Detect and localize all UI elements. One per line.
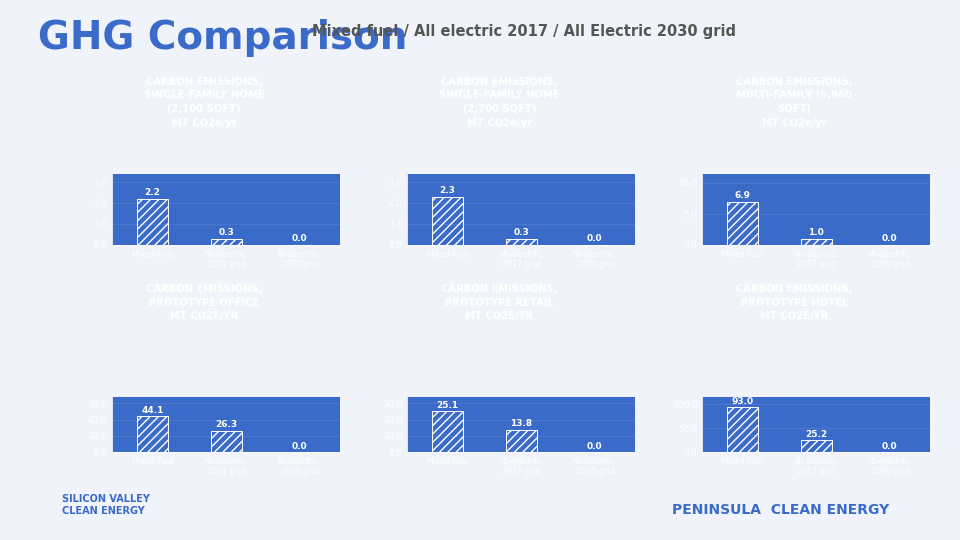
Text: CARBON EMISSIONS,
MULTI-FAMILY (6,960
SQFT)
MT CO2e/yr: CARBON EMISSIONS, MULTI-FAMILY (6,960 SQ… [736, 77, 852, 127]
Bar [801, 239, 831, 245]
Bar [727, 202, 758, 245]
Text: 2.3: 2.3 [440, 186, 455, 195]
Text: CARBON EMISSIONS,
PROTOTYPE OFFICE
MT CO2E/YR: CARBON EMISSIONS, PROTOTYPE OFFICE MT CO… [146, 284, 262, 321]
Text: 0.0: 0.0 [587, 442, 603, 451]
Text: 0.0: 0.0 [882, 234, 898, 243]
Text: 0.3: 0.3 [514, 228, 529, 237]
Bar [210, 239, 242, 245]
Text: 0.0: 0.0 [292, 442, 307, 451]
Text: GHG Comparison: GHG Comparison [38, 19, 408, 57]
Bar [210, 431, 242, 452]
Bar [432, 197, 463, 245]
Text: 0.0: 0.0 [292, 234, 307, 243]
Text: 6.9: 6.9 [734, 191, 751, 200]
Bar [432, 411, 463, 452]
Bar [801, 440, 831, 452]
Text: 25.2: 25.2 [805, 430, 828, 438]
Bar [137, 199, 168, 245]
Text: CARBON EMISSIONS,
SINGLE-FAMILY HOME
(2,100 SQFT)
MT CO2e/yr: CARBON EMISSIONS, SINGLE-FAMILY HOME (2,… [144, 77, 264, 127]
Text: SILICON VALLEY
CLEAN ENERGY: SILICON VALLEY CLEAN ENERGY [62, 494, 151, 516]
Bar [727, 408, 758, 452]
Text: CARBON EMISSIONS,
PROTOTYPE RETAIL
MT CO2E/YR: CARBON EMISSIONS, PROTOTYPE RETAIL MT CO… [441, 284, 558, 321]
Text: 26.3: 26.3 [215, 421, 237, 429]
Text: 0.0: 0.0 [587, 234, 603, 243]
Text: CARBON EMISSIONS,
PROTOTYPE HOTEL
MT CO2E/YR: CARBON EMISSIONS, PROTOTYPE HOTEL MT CO2… [736, 284, 852, 321]
Text: 1.0: 1.0 [808, 228, 824, 237]
Bar [506, 430, 537, 452]
Bar [506, 239, 537, 245]
Text: PENINSULA  CLEAN ENERGY: PENINSULA CLEAN ENERGY [672, 503, 889, 517]
Text: 0.3: 0.3 [218, 228, 234, 237]
Text: 13.8: 13.8 [510, 420, 532, 428]
Text: 25.1: 25.1 [437, 401, 459, 410]
Bar [137, 416, 168, 452]
Text: 0.0: 0.0 [882, 442, 898, 451]
Text: 2.2: 2.2 [145, 188, 160, 197]
Text: Mixed fuel / All electric 2017 / All Electric 2030 grid: Mixed fuel / All electric 2017 / All Ele… [312, 24, 736, 39]
Text: 44.1: 44.1 [141, 406, 164, 415]
Text: 93.0: 93.0 [732, 397, 754, 406]
Text: CARBON EMISSIONS,
SINGLE-FAMILY HOME
(2,700 SQFT)
MT CO2e/yr: CARBON EMISSIONS, SINGLE-FAMILY HOME (2,… [439, 77, 560, 127]
